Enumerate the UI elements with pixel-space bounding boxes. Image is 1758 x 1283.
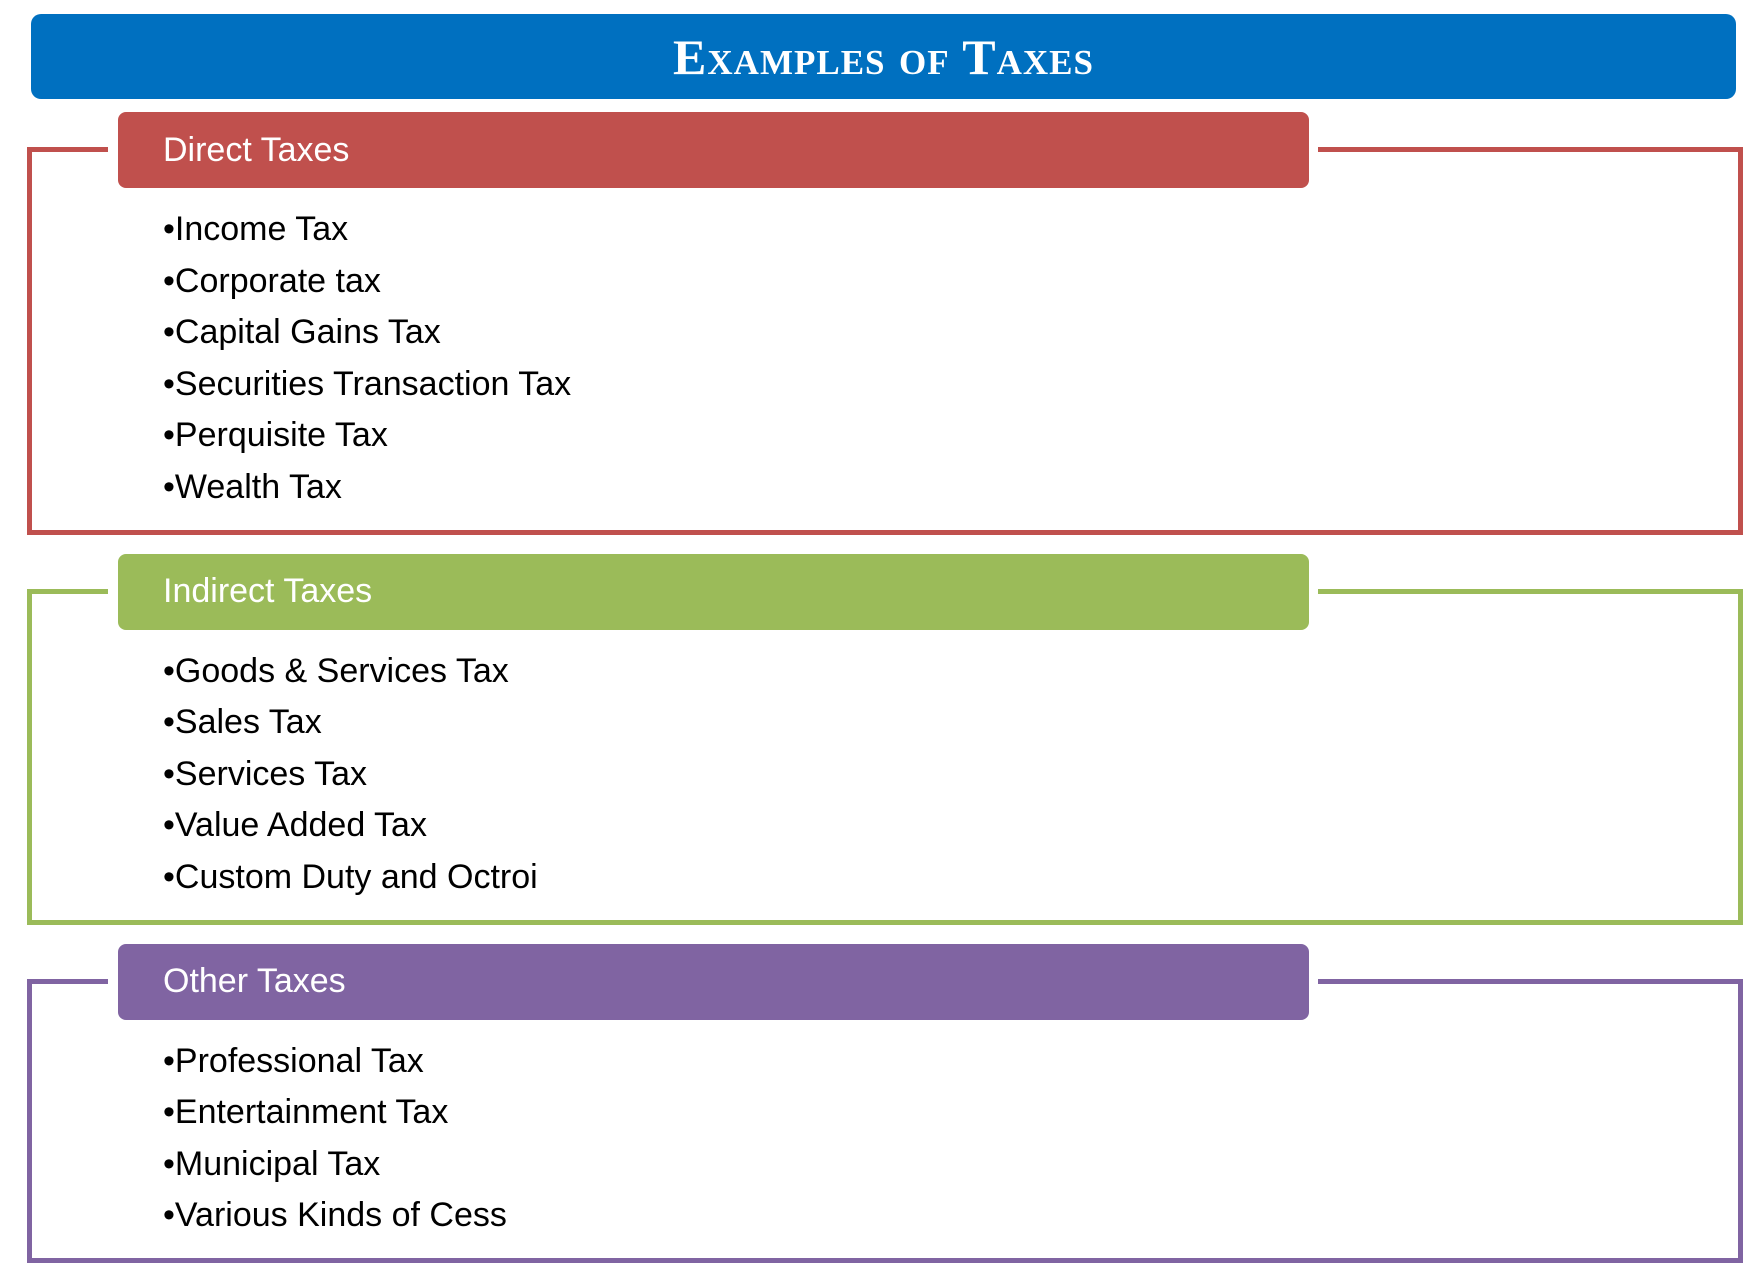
tax-item: •Wealth Tax <box>163 467 342 506</box>
tax-item: •Value Added Tax <box>163 806 427 844</box>
tax-item: •Goods & Services Tax <box>163 651 509 690</box>
tax-item: •Entertainment Tax <box>163 1093 449 1131</box>
tax-item: •Securities Transaction Tax <box>163 364 572 403</box>
tax-item: •Custom Duty and Octroi <box>163 857 538 896</box>
tax-item: •Services Tax <box>163 754 368 793</box>
tax-item: •Perquisite Tax <box>163 416 388 454</box>
tax-item: •Corporate tax <box>163 261 381 300</box>
tax-item: •Sales Tax <box>163 703 322 741</box>
tax-item: •Capital Gains Tax <box>163 313 441 351</box>
section-heading: Other Taxes <box>118 943 1309 1020</box>
tax-item: •Various Kinds of Cess <box>163 1196 507 1234</box>
tax-item: •Professional Tax <box>163 1041 424 1080</box>
section-heading: Indirect Taxes <box>118 553 1309 630</box>
title-bar: Examples of Taxes <box>31 14 1736 99</box>
section-heading: Direct Taxes <box>118 112 1309 188</box>
tax-item: •Income Tax <box>163 210 349 248</box>
tax-item: •Municipal Tax <box>163 1144 381 1183</box>
